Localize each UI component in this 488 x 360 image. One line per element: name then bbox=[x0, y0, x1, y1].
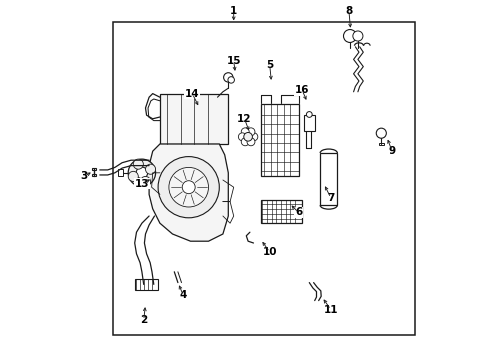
Bar bbox=[118, 169, 123, 176]
Text: 3: 3 bbox=[81, 171, 88, 181]
Circle shape bbox=[227, 77, 234, 83]
Circle shape bbox=[241, 128, 249, 136]
Bar bbox=[134, 279, 158, 290]
Text: 14: 14 bbox=[184, 89, 199, 99]
Bar bbox=[303, 115, 314, 131]
Circle shape bbox=[246, 138, 254, 146]
Bar bbox=[260, 200, 302, 223]
Circle shape bbox=[133, 159, 143, 169]
Text: 13: 13 bbox=[134, 179, 149, 189]
Text: 9: 9 bbox=[388, 146, 395, 156]
Bar bbox=[92, 168, 96, 170]
Circle shape bbox=[246, 128, 254, 136]
Circle shape bbox=[249, 133, 257, 141]
Text: 10: 10 bbox=[262, 247, 276, 257]
Circle shape bbox=[128, 171, 138, 181]
Bar bbox=[320, 153, 337, 205]
Text: 12: 12 bbox=[237, 114, 251, 124]
Text: 16: 16 bbox=[294, 85, 309, 95]
Circle shape bbox=[128, 159, 155, 186]
Bar bbox=[378, 143, 383, 145]
Polygon shape bbox=[149, 144, 228, 241]
Circle shape bbox=[241, 138, 249, 146]
Text: 5: 5 bbox=[265, 60, 273, 70]
Text: 15: 15 bbox=[226, 56, 241, 66]
Bar bbox=[113, 22, 415, 335]
Bar bbox=[92, 174, 96, 176]
Circle shape bbox=[244, 132, 252, 141]
Circle shape bbox=[375, 128, 386, 138]
Circle shape bbox=[168, 167, 208, 207]
Circle shape bbox=[145, 164, 155, 174]
Circle shape bbox=[343, 30, 356, 42]
Circle shape bbox=[238, 133, 246, 141]
Text: 4: 4 bbox=[179, 290, 186, 300]
Text: 7: 7 bbox=[326, 193, 334, 203]
Text: 11: 11 bbox=[323, 305, 338, 315]
Text: 2: 2 bbox=[140, 315, 147, 325]
Circle shape bbox=[158, 157, 219, 218]
Circle shape bbox=[182, 181, 195, 194]
Circle shape bbox=[352, 31, 362, 41]
Bar bbox=[260, 104, 298, 176]
Circle shape bbox=[140, 176, 150, 186]
Circle shape bbox=[136, 167, 147, 179]
Text: 8: 8 bbox=[345, 6, 352, 16]
Text: 1: 1 bbox=[230, 6, 237, 16]
Circle shape bbox=[223, 73, 232, 82]
Bar bbox=[160, 94, 228, 144]
Circle shape bbox=[306, 112, 311, 117]
Text: 6: 6 bbox=[294, 207, 302, 217]
